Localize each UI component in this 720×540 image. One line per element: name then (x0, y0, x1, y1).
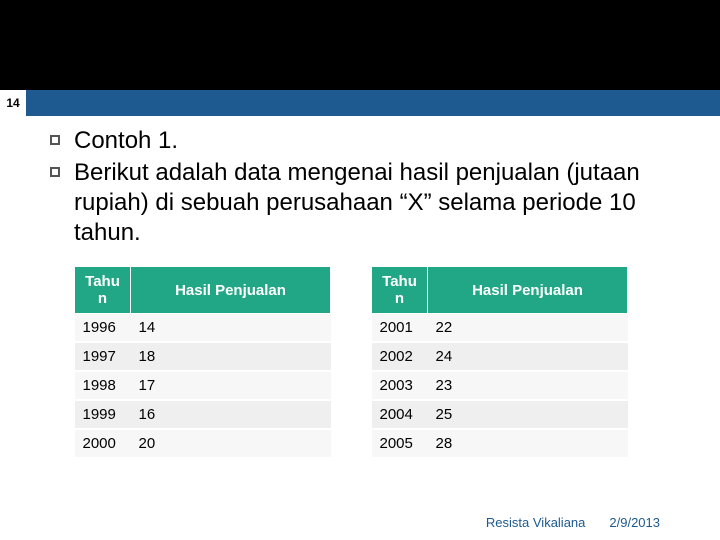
table-row: 199718 (75, 342, 331, 371)
cell-value: 25 (428, 400, 628, 429)
cell-value: 23 (428, 371, 628, 400)
cell-year: 1998 (75, 371, 131, 400)
cell-year: 2002 (372, 342, 428, 371)
table-row: 199817 (75, 371, 331, 400)
bullet-text: Contoh 1. (74, 126, 178, 156)
footer-date: 2/9/2013 (609, 515, 660, 530)
cell-year: 1997 (75, 342, 131, 371)
cell-value: 17 (131, 371, 331, 400)
table-row: 200020 (75, 429, 331, 458)
cell-value: 16 (131, 400, 331, 429)
table-header-year: Tahu n (372, 267, 428, 314)
bullet-item: Berikut adalah data mengenai hasil penju… (50, 158, 670, 248)
cell-year: 2004 (372, 400, 428, 429)
table-row: 199916 (75, 400, 331, 429)
cell-year: 1996 (75, 314, 131, 343)
cell-year: 2005 (372, 429, 428, 458)
table-row: 200224 (372, 342, 628, 371)
cell-value: 18 (131, 342, 331, 371)
cell-value: 28 (428, 429, 628, 458)
cell-year: 1999 (75, 400, 131, 429)
table-row: 200122 (372, 314, 628, 343)
table-row: 200425 (372, 400, 628, 429)
data-table-left: Tahu n Hasil Penjualan 199614 199718 199… (74, 266, 331, 459)
table-header-value: Hasil Penjualan (428, 267, 628, 314)
slide: 14 Contoh 1. Berikut adalah data mengena… (0, 90, 720, 540)
page-number: 14 (0, 90, 26, 116)
cell-value: 20 (131, 429, 331, 458)
cell-value: 14 (131, 314, 331, 343)
cell-value: 22 (428, 314, 628, 343)
data-table-right: Tahu n Hasil Penjualan 200122 200224 200… (371, 266, 628, 459)
bullet-item: Contoh 1. (50, 126, 670, 156)
bullet-icon (50, 167, 60, 177)
cell-year: 2003 (372, 371, 428, 400)
tables-container: Tahu n Hasil Penjualan 199614 199718 199… (50, 266, 670, 459)
footer-author: Resista Vikaliana (486, 515, 585, 530)
bullet-icon (50, 135, 60, 145)
content-area: Contoh 1. Berikut adalah data mengenai h… (0, 116, 720, 459)
bullet-text: Berikut adalah data mengenai hasil penju… (74, 158, 670, 248)
header-bar: 14 (0, 90, 720, 116)
cell-year: 2001 (372, 314, 428, 343)
cell-value: 24 (428, 342, 628, 371)
table-header-value: Hasil Penjualan (131, 267, 331, 314)
table-header-year: Tahu n (75, 267, 131, 314)
table-row: 199614 (75, 314, 331, 343)
footer: Resista Vikaliana 2/9/2013 (486, 515, 660, 530)
table-row: 200528 (372, 429, 628, 458)
table-row: 200323 (372, 371, 628, 400)
cell-year: 2000 (75, 429, 131, 458)
